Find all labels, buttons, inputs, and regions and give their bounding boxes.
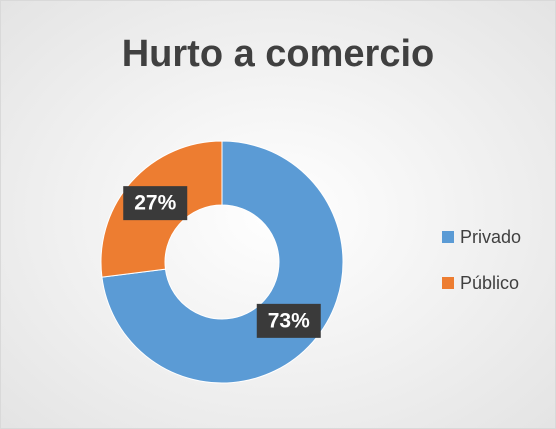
legend-swatch [442,231,454,243]
data-label-box [123,186,188,221]
legend-label: Privado [460,227,521,247]
data-label-box [256,303,321,338]
data-label: 73% [268,309,310,332]
legend-swatch [442,277,454,289]
chart-title: Hurto a comercio [122,33,435,75]
legend-label: Público [460,273,519,293]
data-label: 27% [134,192,176,215]
